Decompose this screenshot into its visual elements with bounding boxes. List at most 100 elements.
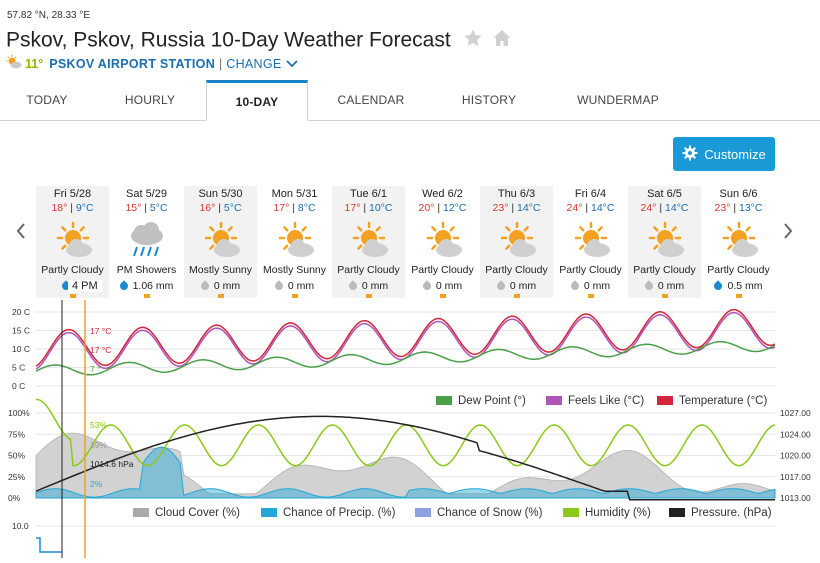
pct-legend-label: Chance of Snow (%) bbox=[437, 507, 543, 519]
partly-cloudy-icon bbox=[702, 216, 775, 264]
day-precip-value: 1.06 mm bbox=[133, 280, 174, 292]
raindrop-icon bbox=[495, 280, 506, 291]
day-card[interactable]: Sat 5/29 15° | 5°C PM Showers 1.06 mm bbox=[110, 186, 183, 298]
pct-legend-label: Cloud Cover (%) bbox=[155, 507, 240, 519]
day-marker bbox=[218, 294, 224, 298]
tab-10-day[interactable]: 10-DAY bbox=[206, 80, 308, 121]
day-marker bbox=[662, 294, 668, 298]
day-precip-value: 0 mm bbox=[658, 280, 684, 292]
day-hi-lo: 23° | 13°C bbox=[702, 202, 775, 216]
station-bar: 11° PSKOV AIRPORT STATION | CHANGE bbox=[6, 55, 298, 72]
chevron-down-icon[interactable] bbox=[286, 57, 298, 71]
day-condition: Partly Cloudy bbox=[406, 264, 479, 276]
day-high: 24° bbox=[567, 202, 583, 214]
tab-history[interactable]: HISTORY bbox=[435, 80, 543, 120]
star-icon[interactable] bbox=[463, 28, 483, 54]
pressure-y-tick: 1024.00 bbox=[780, 429, 811, 439]
station-name[interactable]: PSKOV AIRPORT STATION bbox=[49, 57, 215, 71]
precip-amount-line bbox=[36, 538, 62, 552]
legend-swatch bbox=[436, 396, 452, 405]
legend-swatch bbox=[563, 508, 579, 517]
day-condition: Partly Cloudy bbox=[36, 264, 109, 276]
pct-y-tick: 100% bbox=[8, 408, 30, 418]
page-title: Pskov, Pskov, Russia 10-Day Weather Fore… bbox=[6, 29, 451, 52]
partly-cloudy-icon bbox=[332, 216, 405, 264]
feels-like-line bbox=[36, 313, 775, 370]
day-condition: Partly Cloudy bbox=[332, 264, 405, 276]
day-condition: Partly Cloudy bbox=[480, 264, 553, 276]
day-marker bbox=[588, 294, 594, 298]
day-low: 12°C bbox=[443, 202, 466, 214]
day-low: 8°C bbox=[298, 202, 316, 214]
day-precip: 0 mm bbox=[258, 280, 331, 292]
day-hi-lo: 17° | 10°C bbox=[332, 202, 405, 216]
legend-swatch bbox=[657, 396, 673, 405]
day-date: Fri 6/4 bbox=[554, 188, 627, 202]
day-precip-value: 0 mm bbox=[510, 280, 536, 292]
customize-label: Customize bbox=[704, 147, 765, 162]
pct-y-tick: 0% bbox=[8, 493, 21, 503]
day-precip: 0 mm bbox=[406, 280, 479, 292]
day-precip-value: 0 mm bbox=[362, 280, 388, 292]
day-card[interactable]: Sun 5/30 16° | 5°C Mostly Sunny 0 mm bbox=[184, 186, 257, 298]
raindrop-icon bbox=[347, 280, 358, 291]
day-card[interactable]: Wed 6/2 20° | 12°C Partly Cloudy 0 mm bbox=[406, 186, 479, 298]
day-condition: Partly Cloudy bbox=[554, 264, 627, 276]
day-marker bbox=[514, 294, 520, 298]
day-card[interactable]: Thu 6/3 23° | 14°C Partly Cloudy 0 mm bbox=[480, 186, 553, 298]
day-precip: 0.5 mm bbox=[702, 280, 775, 292]
day-card[interactable]: Mon 5/31 17° | 8°C Mostly Sunny 0 mm bbox=[258, 186, 331, 298]
home-icon[interactable] bbox=[492, 28, 512, 54]
day-card[interactable]: Sun 6/6 23° | 13°C Partly Cloudy 0.5 mm bbox=[702, 186, 775, 298]
day-card[interactable]: Sat 6/5 24° | 14°C Partly Cloudy 0 mm bbox=[628, 186, 701, 298]
day-precip: 0 mm bbox=[332, 280, 405, 292]
day-low: 10°C bbox=[369, 202, 392, 214]
day-low: 14°C bbox=[591, 202, 614, 214]
day-condition: Partly Cloudy bbox=[628, 264, 701, 276]
tab-calendar[interactable]: CALENDAR bbox=[307, 80, 435, 120]
day-hi-lo: 24° | 14°C bbox=[628, 202, 701, 216]
day-card[interactable]: Tue 6/1 17° | 10°C Partly Cloudy 0 mm bbox=[332, 186, 405, 298]
pressure-y-tick: 1017.00 bbox=[780, 472, 811, 482]
day-high: 24° bbox=[641, 202, 657, 214]
next-arrow-icon[interactable] bbox=[783, 222, 793, 246]
day-high: 23° bbox=[715, 202, 731, 214]
tab-today[interactable]: TODAY bbox=[0, 80, 94, 120]
partly-cloudy-icon bbox=[406, 216, 479, 264]
day-marker bbox=[70, 294, 76, 298]
partly-cloudy-icon bbox=[184, 216, 257, 264]
day-precip: 0 mm bbox=[628, 280, 701, 292]
customize-button[interactable]: Customize bbox=[673, 137, 775, 171]
day-marker bbox=[292, 294, 298, 298]
pressure-y-tick: 1020.00 bbox=[780, 451, 811, 461]
dew-point-line bbox=[36, 342, 775, 375]
tab-wundermap[interactable]: WUNDERMAP bbox=[543, 80, 693, 120]
day-precip-value: 0.5 mm bbox=[727, 280, 762, 292]
day-card[interactable]: Fri 6/4 24° | 14°C Partly Cloudy 0 mm bbox=[554, 186, 627, 298]
pressure-y-tick: 1013.00 bbox=[780, 493, 811, 503]
day-high: 18° bbox=[51, 202, 67, 214]
day-condition: Mostly Sunny bbox=[184, 264, 257, 276]
prev-arrow-icon[interactable] bbox=[16, 222, 26, 246]
day-condition: Partly Cloudy bbox=[702, 264, 775, 276]
day-high: 17° bbox=[273, 202, 289, 214]
temp-y-tick: 10 C bbox=[12, 344, 30, 354]
partly-cloudy-icon bbox=[480, 216, 553, 264]
precip-readout: 2% bbox=[90, 479, 103, 489]
change-station-link[interactable]: CHANGE bbox=[226, 57, 281, 71]
day-marker bbox=[144, 294, 150, 298]
day-precip: 0 mm bbox=[184, 280, 257, 292]
forecast-graphs: 20 C15 C10 C5 C0 C17 °C17 °C7 °Dew Point… bbox=[0, 300, 820, 558]
temp-legend-label: Temperature (°C) bbox=[679, 395, 767, 407]
partly-cloudy-icon bbox=[554, 216, 627, 264]
day-high: 17° bbox=[345, 202, 361, 214]
day-hi-lo: 23° | 14°C bbox=[480, 202, 553, 216]
pressure-readout: 1014.6 hPa bbox=[90, 459, 134, 469]
pct-legend-label: Chance of Precip. (%) bbox=[283, 507, 396, 519]
pressure-y-tick: 1027.00 bbox=[780, 408, 811, 418]
tab-hourly[interactable]: HOURLY bbox=[94, 80, 206, 120]
day-precip-value: 0 mm bbox=[584, 280, 610, 292]
raindrop-icon bbox=[199, 280, 210, 291]
raindrop-icon bbox=[643, 280, 654, 291]
